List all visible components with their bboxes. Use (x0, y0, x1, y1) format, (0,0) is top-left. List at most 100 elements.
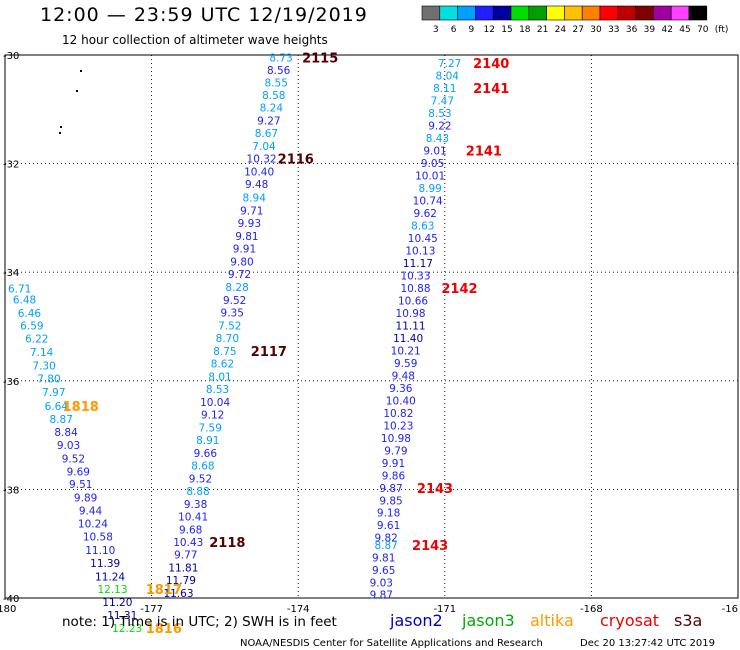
wave-height-label: 8.53 (206, 384, 229, 396)
wave-height-label: 9.18 (377, 508, 400, 520)
wave-height-label: 7.30 (32, 361, 55, 373)
wave-height-label: 10.33 (400, 270, 430, 282)
wave-height-label: 9.85 (379, 495, 402, 507)
colorbar-swatch (581, 5, 601, 21)
wave-height-label: 10.98 (381, 433, 411, 445)
wave-height-label: 9.59 (394, 358, 417, 370)
wave-height-label: 8.53 (428, 108, 451, 120)
wave-height-label: 9.80 (230, 256, 253, 268)
colorbar-swatch (635, 5, 654, 21)
time-label: 2143 (412, 539, 448, 554)
axis-tick-labels: -180 -177 -174 -171 -168 -16 -30 -32 -34 -36 -38 -4… (0, 51, 738, 615)
y-tick-label: -38 (3, 485, 19, 496)
wave-height-label: 11.24 (95, 571, 125, 583)
wave-height-label: 8.04 (436, 71, 460, 83)
wave-height-label: 10.88 (400, 283, 430, 295)
colorbar-tick-label: 15 (501, 25, 512, 35)
wave-height-label: 9.51 (69, 479, 92, 491)
colorbar-tick-label: 39 (644, 25, 656, 35)
time-label: 2116 (278, 153, 314, 168)
legend-item-cryosat: cryosat (600, 611, 659, 630)
y-tick-label: -40 (3, 594, 19, 605)
colorbar-swatch (510, 5, 530, 21)
wave-height-label: 8.99 (418, 183, 441, 195)
wave-height-label: 9.61 (377, 520, 400, 532)
y-tick-label: -32 (3, 160, 19, 171)
time-label: 2142 (441, 282, 477, 297)
wave-height-label: 7.97 (42, 387, 65, 399)
wave-height-label: 6.71 (8, 283, 31, 295)
footer-note: note: 1) Time is in UTC; 2) SWH is in fe… (62, 614, 337, 630)
wave-height-label: 11.31 (107, 610, 137, 622)
wave-height-label: 12.23 (112, 623, 142, 635)
wave-height-label: 10.40 (244, 167, 274, 179)
wave-height-label: 11.81 (168, 563, 198, 575)
wave-height-label: 10.98 (396, 308, 426, 320)
legend-item-s3a: s3a (674, 611, 702, 630)
colorbar-swatch (617, 5, 636, 21)
wave-height-label: 8.91 (196, 435, 219, 447)
y-tick-label: -34 (3, 268, 19, 279)
wave-height-label: 10.24 (78, 519, 108, 531)
x-tick-label: -171 (433, 604, 456, 615)
satellite-legend: jason2 jason3 altika cryosat s3a (389, 611, 702, 630)
time-label: 2141 (466, 145, 502, 160)
wave-height-label: 8.55 (265, 78, 288, 90)
x-tick-label: -168 (580, 604, 603, 615)
wave-height-label: 8.56 (267, 65, 291, 77)
wave-height-label: 10.23 (383, 420, 413, 432)
wave-height-label: 9.69 (67, 466, 90, 478)
wave-height-label: 11.11 (396, 320, 426, 332)
colorbar-swatch (492, 5, 512, 21)
colorbar-tick-label: 24 (555, 25, 567, 35)
wave-height-label: 9.01 (423, 146, 446, 158)
noise-dot (59, 132, 61, 134)
wave-height-label: 6.59 (20, 320, 43, 332)
chart-subtitle: 12 hour collection of altimeter wave hei… (62, 33, 328, 47)
wave-height-label: 7.47 (431, 96, 454, 108)
footer-credit: NOAA/NESDIS Center for Satellite Applica… (240, 638, 543, 649)
wave-height-label: 10.21 (391, 345, 421, 357)
colorbar-tick-label: 33 (608, 25, 619, 35)
wave-height-label: 9.03 (57, 440, 80, 452)
colorbar-swatch (421, 5, 441, 21)
wave-height-label: 6.48 (13, 294, 36, 306)
legend-item-altika: altika (530, 611, 574, 630)
wave-height-label: 6.64 (45, 401, 69, 413)
colorbar-unit-label: (ft) (715, 25, 729, 35)
wave-height-label: 11.20 (102, 597, 132, 609)
wave-height-label: 9.44 (79, 506, 103, 518)
footer-timestamp: Dec 20 13:27:42 UTC 2019 (580, 638, 715, 649)
wave-height-label: 8.87 (50, 414, 73, 426)
colorbar-tick-label: 12 (483, 25, 494, 35)
wave-height-label: 9.72 (228, 269, 251, 281)
wave-height-label: 8.73 (269, 53, 292, 65)
wave-height-label: 9.81 (372, 552, 395, 564)
wave-height-label: 9.93 (238, 218, 261, 230)
time-label: 1816 (146, 622, 182, 637)
wave-height-label: 9.36 (389, 383, 413, 395)
wave-height-label: 9.52 (62, 453, 85, 465)
wave-height-label: 11.17 (403, 258, 433, 270)
wave-height-label: 8.94 (243, 192, 267, 204)
colorbar-tick-label: 27 (572, 25, 583, 35)
noise-dots (59, 70, 82, 134)
colorbar-legend: 3 6 9 12 15 18 21 24 27 30 33 36 39 42 45 70 (ft) (421, 5, 729, 35)
wave-height-labels: 6.716.48 6.466.596.22 7.14 7.307.807.97 6.64… (8, 53, 461, 635)
wave-height-label: 12.13 (97, 584, 127, 596)
wave-height-label: 7.27 (438, 58, 461, 70)
wave-height-label: 10.32 (247, 154, 277, 166)
wave-height-label: 7.80 (37, 374, 60, 386)
colorbar-swatch (670, 5, 690, 21)
colorbar-swatch (546, 5, 565, 21)
colorbar-swatch (564, 5, 583, 21)
wave-height-label: 7.14 (30, 347, 54, 359)
wave-height-label: 10.13 (405, 245, 435, 257)
wave-height-label: 9.48 (245, 179, 268, 191)
plot-border (4, 54, 739, 599)
colorbar-swatch (439, 5, 458, 21)
noise-dot (60, 126, 62, 128)
wave-height-label: 9.12 (201, 409, 224, 421)
colorbar-swatch (688, 5, 708, 21)
